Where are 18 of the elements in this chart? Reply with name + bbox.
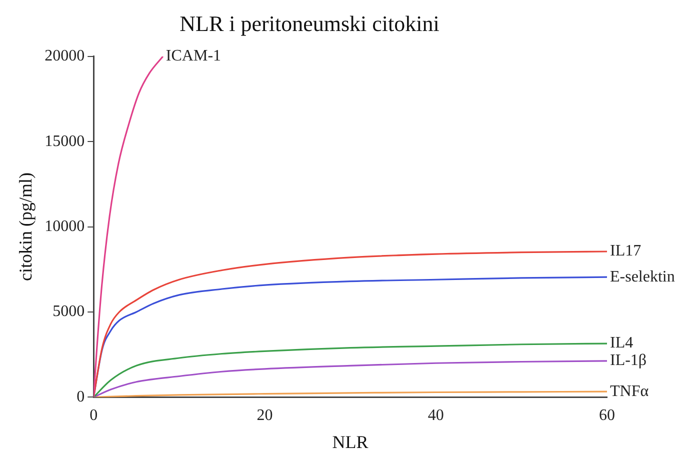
series-label: ICAM-1 <box>166 48 222 65</box>
x-tick-label: 0 <box>90 407 98 424</box>
series-label: IL17 <box>610 242 642 260</box>
y-tick-label: 0 <box>76 388 85 406</box>
series-label: E-selektin <box>610 268 675 286</box>
x-tick-label: 40 <box>428 407 444 424</box>
x-tick-label: 20 <box>256 407 273 424</box>
series-label: TNFα <box>610 382 650 400</box>
y-axis-title: citokin (pg/ml) <box>16 172 36 282</box>
y-tick-label: 15000 <box>44 132 85 150</box>
chart-title: NLR i peritoneumski citokini <box>180 10 440 36</box>
x-axis-title: NLR <box>332 432 368 452</box>
series-label: IL-1β <box>610 352 647 370</box>
y-tick-label: 10000 <box>44 218 85 236</box>
y-tick-label: 20000 <box>44 48 85 65</box>
y-tick-label: 5000 <box>52 303 85 320</box>
series-label: IL4 <box>610 334 634 352</box>
x-tick-label: 60 <box>599 407 615 424</box>
